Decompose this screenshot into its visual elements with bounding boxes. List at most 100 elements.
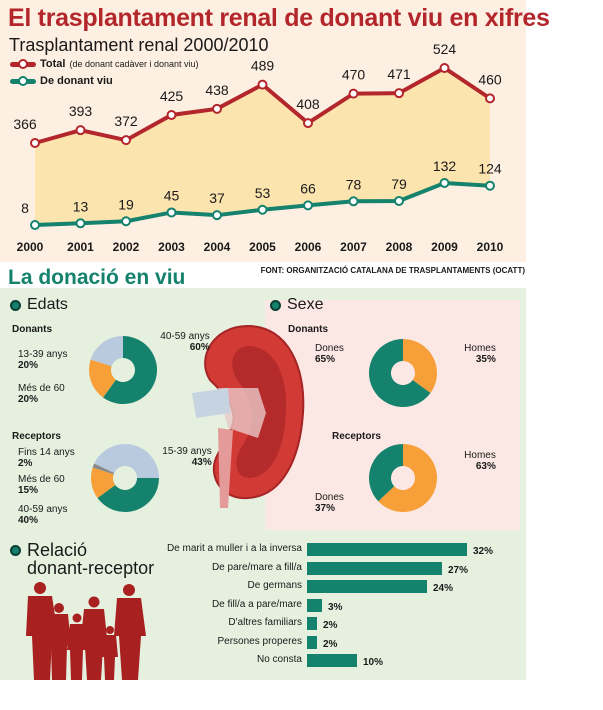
data-point-living: [394, 195, 404, 206]
sexe-donants-title: Donants: [288, 324, 328, 335]
slice-value: 60%: [189, 342, 210, 353]
data-point-total: [166, 109, 177, 120]
data-point-total: [30, 138, 40, 148]
bar-value-label: 2%: [323, 620, 338, 631]
section-title: La donació en viu: [8, 266, 186, 289]
data-label: 489: [251, 58, 275, 74]
x-tick-label: 2003: [158, 240, 185, 254]
family-silhouette-icon: [26, 582, 146, 680]
data-point-total: [394, 88, 404, 99]
donut-slice: [91, 467, 116, 498]
data-point-total: [75, 125, 86, 136]
heading-text: Edats: [27, 296, 68, 313]
donut-slice: [369, 339, 431, 407]
page-title: El trasplantament renal de donant viu en…: [8, 4, 550, 32]
donut-slice: [97, 478, 159, 513]
donut-label: Homes 35%: [464, 343, 496, 365]
edats-donants-title: Donants: [12, 324, 52, 335]
donut-slice: [403, 339, 437, 393]
bar-value-label: 2%: [323, 638, 338, 650]
edats-heading: Edats: [10, 296, 68, 314]
data-point-living: [303, 200, 313, 211]
bar-value-label: 32%: [473, 546, 494, 557]
data-label: 13: [73, 198, 89, 214]
slice-value: 15%: [18, 485, 39, 496]
data-point-living: [257, 204, 268, 215]
relacio-heading: Relació: [10, 540, 87, 561]
donut-slice: [94, 443, 159, 478]
data-point-living: [348, 196, 359, 207]
data-label: 132: [433, 158, 457, 174]
bar-category-label: D'altres familiars: [228, 617, 302, 628]
slice-label: 15-39 anys: [162, 446, 212, 457]
donut-slice: [89, 359, 116, 398]
donut-label: Més de 60 20%: [18, 383, 65, 405]
data-point-living: [166, 207, 177, 218]
data-point-living: [30, 220, 40, 230]
data-label: 78: [346, 176, 362, 192]
slice-value: 20%: [18, 394, 39, 405]
data-label: 460: [478, 71, 502, 87]
legend-label: De donant viu: [40, 75, 113, 87]
bar-category-label: De fill/a a pare/mare: [211, 598, 302, 610]
legend-marker-total-icon: [10, 58, 36, 69]
data-label: 19: [118, 196, 134, 212]
data-label: 8: [21, 200, 29, 216]
x-tick-label: 2008: [386, 240, 413, 254]
x-tick-label: 2007: [340, 240, 367, 254]
data-label: 438: [205, 82, 229, 98]
slice-label: Dones: [315, 492, 344, 503]
data-label: 53: [255, 185, 271, 201]
data-point-total: [303, 118, 313, 129]
bar-value-label: 10%: [363, 657, 384, 668]
donut-label: Dones 65%: [315, 343, 344, 365]
x-tick-label: 2001: [67, 240, 94, 254]
x-tick-label: 2000: [17, 240, 44, 254]
bar-category-label: No consta: [256, 654, 302, 665]
data-point-living: [75, 218, 86, 229]
slice-value: 65%: [315, 354, 336, 365]
data-point-total: [257, 79, 268, 90]
data-point-total: [348, 88, 359, 99]
data-label: 408: [296, 96, 320, 112]
bar: [307, 635, 317, 649]
source-note: FONT: ORGANITZACIÓ CATALANA DE TRASPLANT…: [260, 266, 525, 275]
bullet-icon: [10, 299, 21, 311]
x-tick-label: 2002: [113, 240, 140, 254]
data-label: 124: [478, 161, 502, 177]
data-point-total: [212, 103, 222, 114]
slice-label: 40-59 anys: [18, 504, 68, 515]
bar-category-label: De marit a muller i a la inversa: [166, 543, 302, 554]
slice-value: 43%: [191, 457, 212, 468]
x-tick-label: 2006: [295, 240, 322, 254]
slice-label: Més de 60: [18, 383, 65, 394]
donut-slice: [378, 444, 437, 512]
data-point-total: [439, 63, 450, 73]
donut-label: 40-59 anys 60%: [160, 331, 209, 353]
bar: [307, 617, 317, 630]
data-label: 524: [433, 41, 457, 57]
donut-slice: [103, 336, 157, 404]
bar-category-label: De pare/mare a fill/a: [211, 561, 302, 573]
x-tick-label: 2004: [204, 240, 231, 254]
donut-label: Homes 63%: [464, 450, 496, 472]
bar: [307, 543, 467, 556]
data-point-total: [485, 93, 495, 104]
data-label: 45: [164, 187, 180, 203]
donut-label: Fins 14 anys 2%: [18, 447, 75, 469]
bullet-icon: [10, 545, 21, 556]
data-point-living: [485, 180, 495, 191]
slice-value: 40%: [18, 515, 39, 526]
chart-title: Trasplantament renal 2000/2010: [9, 35, 269, 55]
bar: [307, 598, 322, 612]
data-point-living: [439, 178, 450, 188]
donut-label: 15-39 anys 43%: [162, 446, 211, 468]
slice-label: Dones: [315, 343, 344, 354]
legend-total: Total (de donant cadàver i donant viu): [10, 58, 199, 70]
bar-value-label: 24%: [433, 583, 454, 594]
data-label: 372: [114, 113, 138, 129]
slice-value: 2%: [18, 458, 33, 469]
data-point-living: [212, 210, 222, 221]
slice-value: 20%: [18, 360, 39, 371]
slice-label: 13-39 anys: [18, 349, 68, 360]
